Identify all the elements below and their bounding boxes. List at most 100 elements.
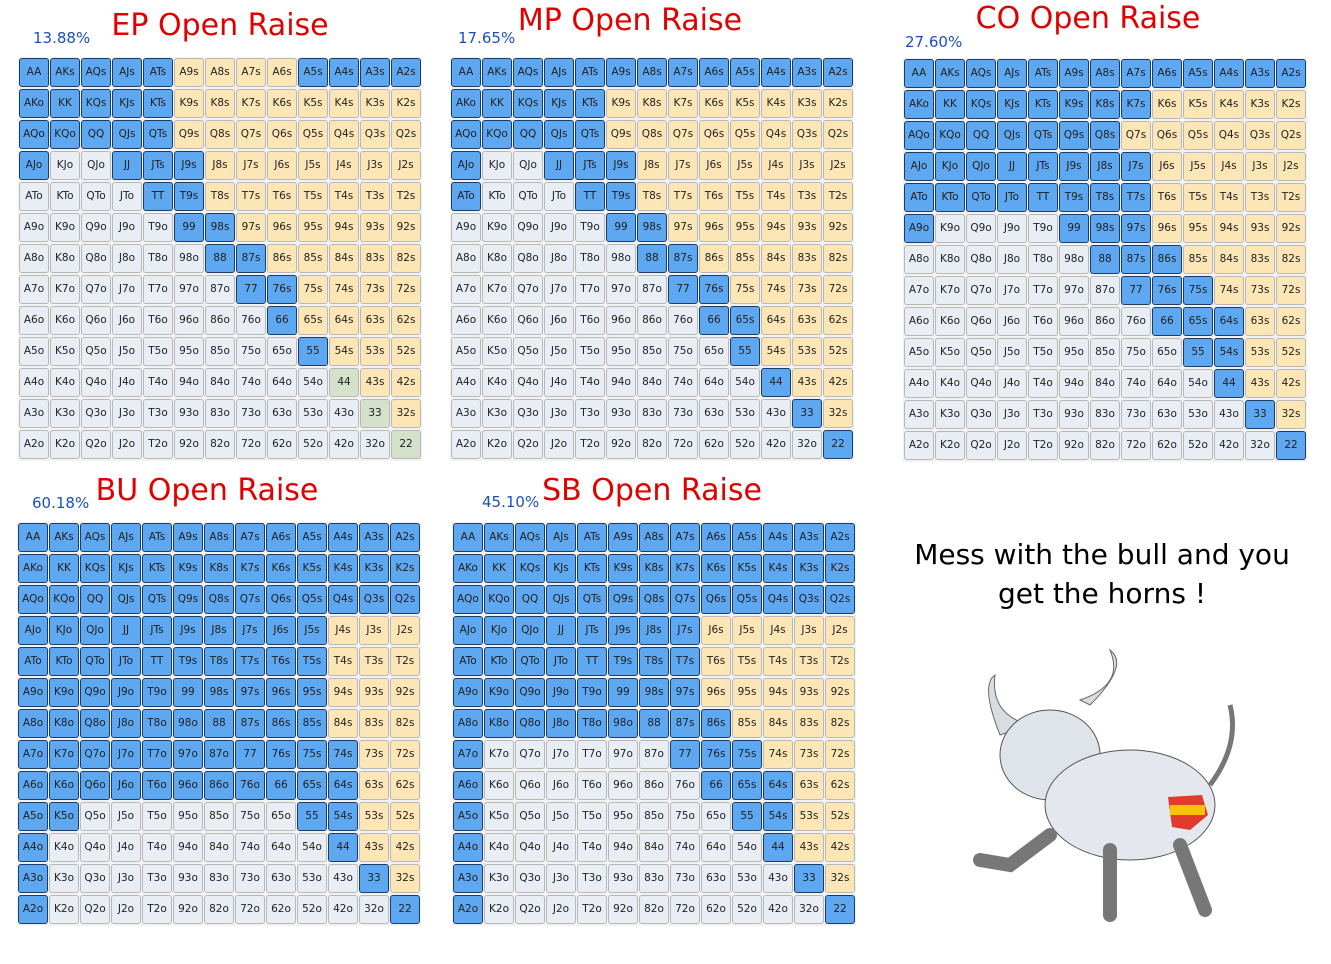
hand-cell: 32o — [359, 895, 389, 924]
hand-cell: A8o — [904, 245, 934, 274]
panel-title: BU Open Raise — [95, 473, 319, 508]
hand-cell: Q3o — [966, 400, 996, 429]
hand-cell: K4o — [935, 369, 965, 398]
hand-cell: AA — [904, 59, 934, 88]
hand-cell: 93s — [792, 213, 822, 242]
hand-cell: 88 — [205, 244, 235, 273]
hand-cell: 76o — [236, 306, 266, 335]
hand-cell: A2o — [18, 895, 48, 924]
hand-cell: J9s — [174, 151, 204, 180]
hand-cell: 98s — [639, 678, 669, 707]
hand-cell: 74o — [670, 833, 700, 862]
hand-cell: J6s — [701, 616, 731, 645]
hand-cell: AQs — [80, 523, 110, 552]
hand-cell: 32s — [390, 864, 420, 893]
hand-cell: K6s — [699, 89, 729, 118]
hand-cell: T6s — [266, 647, 296, 676]
hand-cell: Q6o — [513, 306, 543, 335]
hand-cell: 22 — [390, 895, 420, 924]
hand-cell: K7s — [236, 89, 266, 118]
hand-cell: A2s — [1276, 59, 1306, 88]
hand-cell: Q6s — [701, 585, 731, 614]
hand-cell: A5o — [453, 802, 483, 831]
hand-cell: 93o — [173, 864, 203, 893]
hand-cell: 95o — [1059, 338, 1089, 367]
hand-cell: KK — [484, 554, 514, 583]
hand-cell: Q7o — [515, 740, 545, 769]
hand-cell: 85o — [637, 337, 667, 366]
hand-cell: K6s — [701, 554, 731, 583]
hand-cell: K8s — [637, 89, 667, 118]
hand-cell: A7o — [19, 275, 49, 304]
hand-cell: Q4s — [761, 120, 791, 149]
hand-cell: 52s — [1276, 338, 1306, 367]
hand-cell: 42o — [329, 430, 359, 459]
hand-cell: 86o — [637, 306, 667, 335]
hand-cell: 96o — [1059, 307, 1089, 336]
hand-cell: A6o — [453, 771, 483, 800]
hand-cell: AKs — [484, 523, 514, 552]
hand-cell: Q7o — [81, 275, 111, 304]
hand-cell: 96s — [1152, 214, 1182, 243]
hand-cell: 97s — [1121, 214, 1151, 243]
hand-cell: A5o — [18, 802, 48, 831]
hand-cell: 92o — [608, 895, 638, 924]
hand-cell: K4s — [761, 89, 791, 118]
hand-cell: T4o — [1028, 369, 1058, 398]
hand-cell: K5s — [732, 554, 762, 583]
hand-cell: QTo — [515, 647, 545, 676]
hand-cell: KJo — [50, 151, 80, 180]
hand-cell: Q6s — [699, 120, 729, 149]
hand-cell: J5s — [1183, 152, 1213, 181]
hand-cell: QTs — [1028, 121, 1058, 150]
hand-cell: Q5s — [1183, 121, 1213, 150]
hand-cell: T6s — [699, 182, 729, 211]
hand-cell: K5s — [1183, 90, 1213, 119]
hand-cell: Q2o — [81, 430, 111, 459]
hand-cell: Q7s — [236, 120, 266, 149]
hand-cell: T4o — [143, 368, 173, 397]
hand-cell: 98o — [174, 244, 204, 273]
hand-cell: J3o — [544, 399, 574, 428]
hand-cell: A8o — [451, 244, 481, 273]
hand-cell: 72s — [1276, 276, 1306, 305]
hand-cell: 84s — [1214, 245, 1244, 274]
hand-cell: A6o — [18, 771, 48, 800]
hand-cell: J4o — [112, 368, 142, 397]
hand-cell: A8s — [639, 523, 669, 552]
hand-cell: 86s — [1152, 245, 1182, 274]
hand-cell: A2o — [453, 895, 483, 924]
hand-cell: 77 — [235, 740, 265, 769]
hand-cell: A9o — [453, 678, 483, 707]
hand-cell: 75o — [235, 802, 265, 831]
hand-cell: T9o — [142, 678, 172, 707]
hand-cell: T5s — [732, 647, 762, 676]
hand-cell: KTo — [50, 182, 80, 211]
hand-cell: KTo — [935, 183, 965, 212]
hand-cell: A2s — [391, 58, 421, 87]
hand-cell: 87o — [1090, 276, 1120, 305]
hand-cell: ATo — [18, 647, 48, 676]
hand-cell: J8s — [205, 151, 235, 180]
slogan-line: get the horns ! — [997, 577, 1207, 610]
hand-cell: 83s — [359, 709, 389, 738]
hand-cell: 43s — [794, 833, 824, 862]
hand-cell: Q3s — [1245, 121, 1275, 150]
hand-cell: KTs — [142, 554, 172, 583]
hand-cell: KJo — [49, 616, 79, 645]
hand-cell: 54o — [1183, 369, 1213, 398]
hand-cell: T7s — [1121, 183, 1151, 212]
hand-cell: J9o — [544, 213, 574, 242]
hand-cell: T9o — [575, 213, 605, 242]
hand-cell: 75s — [730, 275, 760, 304]
hand-cell: 63s — [359, 771, 389, 800]
hand-cell: QQ — [513, 120, 543, 149]
hand-cell: 43s — [1245, 369, 1275, 398]
hand-cell: A3o — [904, 400, 934, 429]
hand-cell: K2o — [49, 895, 79, 924]
hand-cell: 62o — [266, 895, 296, 924]
hand-cell: Q7s — [668, 120, 698, 149]
hand-cell: A8o — [19, 244, 49, 273]
hand-cell: AQo — [904, 121, 934, 150]
hand-cell: Q9s — [173, 585, 203, 614]
